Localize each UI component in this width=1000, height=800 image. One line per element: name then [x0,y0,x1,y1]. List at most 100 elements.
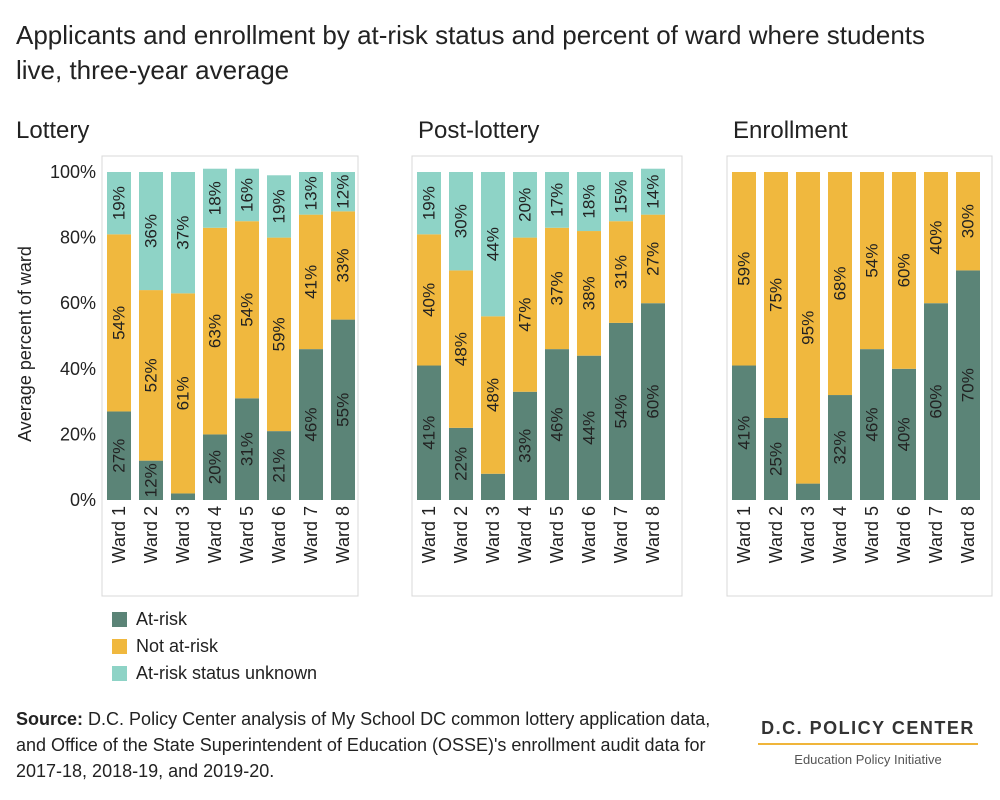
data-label: 14% [644,175,663,209]
data-label: 60% [927,385,946,419]
data-label: 44% [580,411,599,445]
x-tick-label: Ward 1 [734,506,754,563]
logo: D.C. POLICY CENTER Education Policy Init… [758,718,978,767]
legend-label: Not at-risk [136,636,219,656]
data-label: 55% [334,393,353,427]
data-label: 25% [767,442,786,476]
panel-title: Post-lottery [418,117,539,144]
x-tick-label: Ward 4 [515,506,535,563]
bar-not-at-risk [764,172,788,418]
x-tick-label: Ward 1 [419,506,439,563]
x-tick-label: Ward 4 [830,506,850,563]
data-label: 15% [612,180,631,214]
x-tick-label: Ward 3 [798,506,818,563]
source-note: Source: D.C. Policy Center analysis of M… [16,706,716,784]
data-label: 38% [580,276,599,310]
data-label: 18% [580,185,599,219]
data-label: 59% [270,317,289,351]
legend-item-at-risk: At-risk [112,606,317,633]
bar-at-risk [796,483,820,500]
x-tick-label: Ward 1 [109,506,129,563]
data-label: 19% [420,186,439,220]
data-label: 41% [302,265,321,299]
legend-item-not-at-risk: Not at-risk [112,633,317,660]
x-tick-label: Ward 2 [141,506,161,563]
data-label: 32% [831,431,850,465]
x-tick-label: Ward 8 [643,506,663,563]
panel-title: Lottery [16,117,89,144]
x-tick-label: Ward 4 [205,506,225,563]
bar-not-at-risk [609,221,633,323]
panel-title: Enrollment [733,117,848,144]
data-label: 17% [548,183,567,217]
data-label: 46% [302,408,321,442]
legend-label: At-risk status unknown [136,663,318,683]
bar-at-risk [203,434,227,500]
bar-not-at-risk [924,172,948,304]
bar-not-at-risk [513,237,537,392]
bar-at-risk [107,411,131,500]
bar-not-at-risk [860,172,884,350]
data-label: 95% [799,311,818,345]
data-label: 21% [270,449,289,483]
bar-unknown [417,172,441,235]
data-label: 22% [452,447,471,481]
y-tick-label: 0% [70,490,96,510]
bar-at-risk [609,322,633,500]
bar-unknown [513,172,537,238]
x-tick-label: Ward 5 [862,506,882,563]
data-label: 30% [959,204,978,238]
bar-unknown [139,172,163,291]
data-label: 41% [735,416,754,450]
legend: At-risk Not at-risk At-risk status unkno… [112,606,317,687]
bar-not-at-risk [331,211,355,320]
bar-at-risk [956,270,980,500]
bar-not-at-risk [481,316,505,474]
legend-swatch-not-at-risk [112,639,127,654]
data-label: 40% [420,283,439,317]
data-label: 59% [735,252,754,286]
bar-not-at-risk [267,237,291,432]
x-tick-label: Ward 7 [926,506,946,563]
bar-not-at-risk [732,172,756,366]
data-label: 68% [831,267,850,301]
x-tick-label: Ward 7 [611,506,631,563]
logo-name: D.C. POLICY CENTER [758,718,978,745]
x-tick-label: Ward 6 [269,506,289,563]
bar-at-risk [545,349,569,500]
panel-frame [726,155,993,597]
bar-unknown [641,168,665,215]
bar-not-at-risk [956,172,980,271]
data-label: 31% [612,255,631,289]
bar-at-risk [513,391,537,500]
y-tick-label: 60% [60,293,96,313]
x-tick-label: Ward 5 [547,506,567,563]
bar-not-at-risk [203,227,227,435]
data-label: 70% [959,368,978,402]
panel-frame [101,155,359,597]
bar-not-at-risk [107,234,131,412]
data-label: 27% [644,242,663,276]
bar-not-at-risk [417,234,441,366]
x-tick-label: Ward 5 [237,506,257,563]
legend-swatch-at-risk [112,612,127,627]
data-label: 12% [142,463,161,497]
data-label: 13% [302,176,321,210]
bar-unknown [449,172,473,271]
bar-at-risk [417,365,441,500]
data-label: 16% [238,178,257,212]
data-label: 46% [863,408,882,442]
y-tick-label: 100% [50,162,96,182]
legend-label: At-risk [136,609,187,629]
data-label: 47% [516,298,535,332]
data-label: 40% [895,417,914,451]
data-label: 19% [270,189,289,223]
bar-at-risk [641,303,665,500]
bar-at-risk [171,493,195,500]
data-label: 61% [174,376,193,410]
data-label: 37% [174,216,193,250]
bar-at-risk [577,355,601,500]
bar-not-at-risk [449,270,473,428]
data-label: 54% [110,306,129,340]
x-tick-label: Ward 2 [766,506,786,563]
